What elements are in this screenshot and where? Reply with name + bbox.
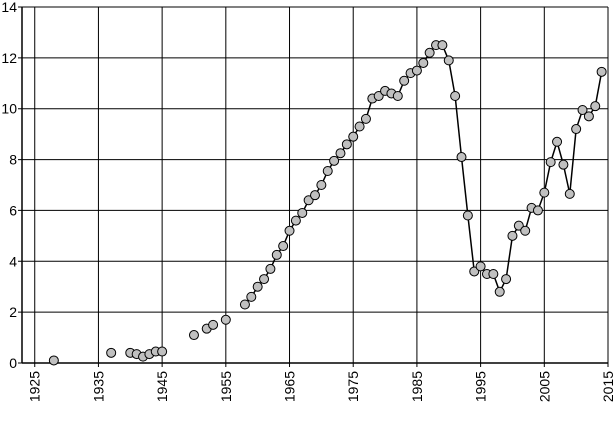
marker [539, 187, 550, 198]
marker [577, 104, 588, 115]
marker [220, 314, 231, 325]
marker [456, 152, 467, 163]
marker [265, 263, 276, 274]
marker [552, 136, 563, 147]
y-tick-label: 14 [1, 0, 17, 15]
marker [437, 40, 448, 51]
y-tick-label: 6 [9, 202, 17, 218]
marker [513, 220, 524, 231]
marker [271, 249, 282, 260]
marker [290, 215, 301, 226]
x-tick-label: 2015 [600, 371, 614, 402]
marker [564, 188, 575, 199]
x-tick-label: 1925 [27, 371, 43, 402]
marker [450, 91, 461, 101]
marker [239, 299, 250, 310]
marker [583, 111, 594, 122]
marker [354, 121, 365, 132]
x-tick-label: 1955 [218, 371, 234, 402]
marker [443, 55, 454, 66]
marker [494, 286, 505, 297]
marker [411, 65, 422, 76]
marker [246, 291, 257, 302]
marker [208, 319, 219, 330]
marker [558, 159, 569, 170]
y-tick-label: 4 [9, 253, 17, 269]
marker [329, 155, 340, 166]
y-tick-label: 10 [1, 101, 17, 117]
marker [392, 91, 403, 101]
marker [341, 139, 352, 150]
marker [316, 180, 327, 190]
marker [297, 207, 308, 218]
marker [590, 101, 601, 112]
marker [545, 157, 556, 168]
marker [488, 269, 499, 279]
x-tick-label: 1945 [154, 371, 170, 402]
x-tick-label: 1995 [473, 371, 489, 402]
marker [303, 195, 314, 206]
x-tick-label: 2005 [536, 371, 552, 402]
marker [424, 47, 435, 58]
marker [571, 124, 582, 135]
marker [278, 241, 289, 252]
marker [469, 266, 480, 277]
marker [310, 190, 320, 201]
y-tick-label: 8 [9, 152, 17, 168]
marker [373, 91, 384, 101]
marker [507, 230, 518, 241]
marker [520, 225, 531, 236]
marker [106, 347, 117, 358]
y-tick-label: 12 [1, 50, 17, 66]
marker [259, 274, 270, 285]
x-tick-label: 1935 [90, 371, 106, 402]
marker [360, 113, 371, 124]
line [244, 44, 603, 305]
marker [418, 57, 429, 68]
marker [252, 281, 263, 292]
marker [188, 330, 199, 341]
marker [596, 66, 607, 77]
x-tick-label: 1985 [409, 371, 425, 402]
marker [348, 131, 359, 142]
x-tick-label: 1975 [345, 371, 361, 402]
y-tick-label: 0 [9, 355, 17, 371]
marker [532, 205, 543, 216]
marker [399, 75, 410, 86]
marker [335, 148, 346, 159]
marker [48, 355, 59, 366]
marker [475, 261, 486, 272]
x-tick-label: 1965 [282, 371, 298, 402]
marker [284, 225, 295, 236]
marker [462, 210, 473, 221]
marker [157, 346, 168, 357]
marker [501, 274, 512, 285]
y-tick-label: 2 [9, 304, 17, 320]
marker [322, 166, 333, 177]
